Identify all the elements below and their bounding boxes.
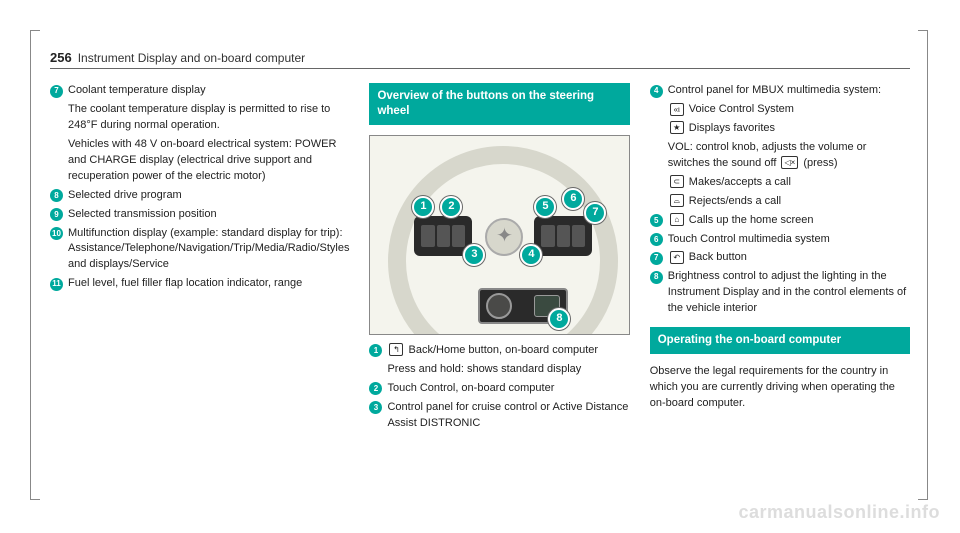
item4-reject-row: ⌓ Rejects/ends a call — [668, 194, 910, 210]
item8b: Brightness control to adjust the lightin… — [668, 269, 910, 317]
heading-operating: Operating the on-board computer — [650, 327, 910, 354]
item6: Touch Control multimedia system — [668, 232, 910, 248]
callout-7: 7 — [584, 202, 606, 224]
marker-8b: 8 — [650, 271, 663, 284]
back-icon: ↰ — [389, 343, 403, 356]
item2: Touch Control, on-board computer — [387, 381, 629, 397]
item1-text: Back/Home button, on-board computer — [409, 344, 599, 356]
page-border-right — [918, 30, 928, 500]
item4-voice-row: «ι Voice Control System — [668, 102, 910, 118]
item7-back: Back button — [689, 251, 747, 263]
item5: Calls up the home screen — [689, 214, 814, 226]
reject-call-icon: ⌓ — [670, 194, 684, 207]
section-title: Instrument Display and on-board computer — [78, 51, 305, 65]
item4-reject: Rejects/ends a call — [689, 195, 781, 207]
operating-para: Observe the legal requirements for the c… — [650, 364, 910, 412]
marker-7: 7 — [50, 85, 63, 98]
column-1: 7 Coolant temperature display The coolan… — [50, 83, 349, 435]
callout-8: 8 — [548, 308, 570, 330]
callout-2: 2 — [440, 196, 462, 218]
marker-5: 5 — [650, 214, 663, 227]
item4-fav: Displays favorites — [689, 122, 775, 134]
marker-2: 2 — [369, 382, 382, 395]
item5-row: ⌂ Calls up the home screen — [668, 213, 910, 229]
item4-vol-row: VOL: control knob, adjusts the volume or… — [668, 140, 910, 172]
mercedes-star-icon: ✦ — [496, 222, 513, 251]
item10: Multifunction display (example: standard… — [68, 226, 349, 274]
item8: Selected drive program — [68, 188, 349, 204]
mute-icon: ◁× — [781, 156, 798, 169]
rotary-knob — [486, 293, 512, 319]
steering-wheel-diagram: ✦ 1 2 3 4 5 6 7 8 — [369, 135, 629, 335]
item7-p2: Vehicles with 48 V on-board electrical s… — [68, 137, 349, 185]
item4-title: Control panel for MBUX multimedia system… — [668, 83, 910, 99]
item4-accept: Makes/accepts a call — [689, 176, 791, 188]
page-number: 256 — [50, 50, 72, 65]
page-header: 256 Instrument Display and on-board comp… — [50, 50, 910, 69]
item3: Control panel for cruise control or Acti… — [387, 400, 629, 432]
columns: 7 Coolant temperature display The coolan… — [50, 83, 910, 435]
callout-4: 4 — [520, 244, 542, 266]
star-icon: ★ — [670, 121, 684, 134]
marker-7b: 7 — [650, 252, 663, 265]
item7-title: Coolant temperature display — [68, 83, 349, 99]
callout-1: 1 — [412, 196, 434, 218]
voice-icon: «ι — [670, 103, 684, 116]
column-2: Overview of the buttons on the steering … — [369, 83, 629, 435]
item7-row: ↶ Back button — [668, 250, 910, 266]
item1-sub: Press and hold: shows standard display — [387, 362, 629, 378]
marker-8: 8 — [50, 189, 63, 202]
page-border-left — [30, 30, 40, 500]
marker-3: 3 — [369, 401, 382, 414]
item9: Selected transmission position — [68, 207, 349, 223]
callout-3: 3 — [463, 244, 485, 266]
back-button-icon: ↶ — [670, 251, 684, 264]
marker-4: 4 — [650, 85, 663, 98]
callout-6: 6 — [562, 188, 584, 210]
watermark: carmanualsonline.info — [738, 502, 940, 523]
item7-p1: The coolant temperature display is permi… — [68, 102, 349, 134]
item4-fav-row: ★ Displays favorites — [668, 121, 910, 137]
item4-vol-suffix: (press) — [800, 157, 837, 169]
marker-1: 1 — [369, 344, 382, 357]
home-icon: ⌂ — [670, 213, 684, 226]
marker-11: 11 — [50, 278, 63, 291]
item11: Fuel level, fuel filler flap location in… — [68, 276, 349, 292]
marker-6: 6 — [650, 233, 663, 246]
marker-10: 10 — [50, 227, 63, 240]
page-content: 256 Instrument Display and on-board comp… — [50, 50, 910, 480]
callout-5: 5 — [534, 196, 556, 218]
item1-line: ↰ Back/Home button, on-board computer — [387, 343, 629, 359]
marker-9: 9 — [50, 208, 63, 221]
accept-call-icon: ⊂ — [670, 175, 684, 188]
item4-voice: Voice Control System — [689, 103, 794, 115]
item4-accept-row: ⊂ Makes/accepts a call — [668, 175, 910, 191]
heading-overview: Overview of the buttons on the steering … — [369, 83, 629, 125]
column-3: 4 Control panel for MBUX multimedia syst… — [650, 83, 910, 435]
